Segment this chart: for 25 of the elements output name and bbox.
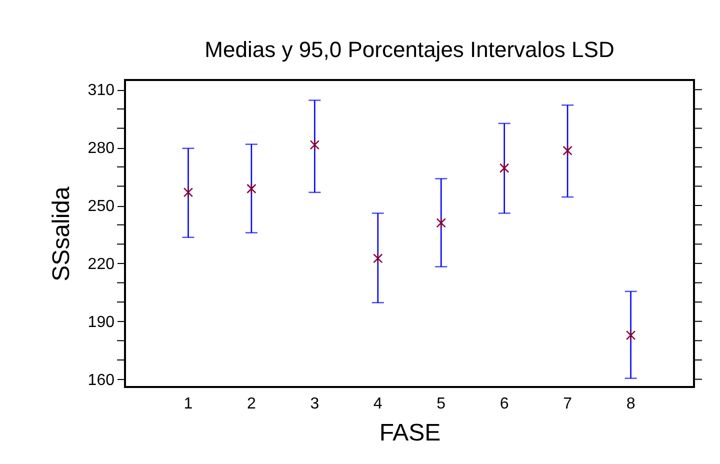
point: [626, 330, 636, 341]
x-tick-label: 8: [626, 396, 636, 412]
y-tick-label: 160: [88, 372, 115, 389]
point: [183, 186, 194, 198]
x-tick-label: 2: [246, 396, 256, 412]
y-tick-label: 220: [88, 256, 115, 273]
point: [373, 252, 383, 264]
point: [246, 183, 256, 194]
y-tick-label: 310: [88, 82, 115, 100]
point: [500, 162, 510, 174]
y-axis-title: SSsalida: [48, 186, 75, 282]
point: [310, 139, 320, 151]
y-tick-label: 190: [88, 314, 115, 331]
x-tick-label: 1: [184, 396, 193, 412]
y-tick-label: 250: [88, 198, 115, 216]
point: [562, 145, 572, 156]
x-tick-label: 3: [310, 396, 320, 412]
x-tick-label: 4: [373, 396, 382, 412]
point: [436, 217, 446, 229]
x-tick-label: 6: [500, 396, 509, 412]
chart-title: Medias y 95,0 Porcentajes Intervalos LSD: [204, 37, 614, 62]
x-tick-label: 5: [436, 396, 446, 412]
x-axis-title: FASE: [379, 420, 441, 446]
x-tick-label: 7: [563, 396, 572, 412]
y-tick-label: 280: [88, 140, 115, 158]
